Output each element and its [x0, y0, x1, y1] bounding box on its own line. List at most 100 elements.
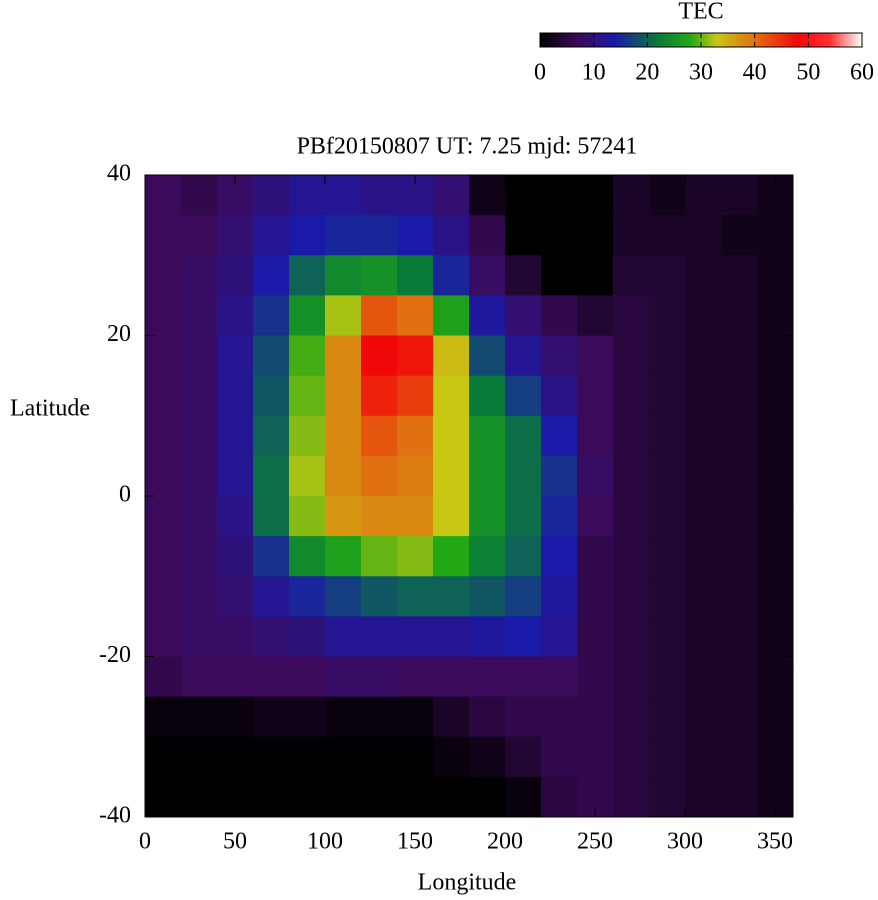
heat-cell	[577, 616, 614, 657]
heat-cell	[145, 255, 182, 296]
heat-cell	[289, 496, 326, 537]
y-tick-label: 0	[119, 482, 131, 508]
heat-cell	[541, 175, 578, 216]
heat-cell	[541, 415, 578, 457]
heat-cell	[649, 375, 686, 417]
heat-cell	[289, 215, 326, 256]
heat-cell	[289, 696, 326, 738]
heat-cell	[757, 736, 794, 778]
heat-cell	[613, 335, 650, 377]
heat-cell	[253, 656, 290, 698]
heat-cell	[433, 375, 470, 417]
heat-cell	[721, 776, 758, 818]
heat-cell	[253, 255, 290, 296]
heat-cell	[397, 415, 434, 457]
heat-cell	[757, 536, 794, 577]
heat-cell	[289, 375, 326, 417]
heat-cell	[217, 215, 254, 256]
heat-cell	[541, 616, 578, 657]
heat-cell	[649, 576, 686, 617]
heat-cell	[541, 496, 578, 537]
heat-cell	[577, 415, 614, 457]
heat-cell	[397, 656, 434, 698]
heat-cell	[325, 736, 362, 778]
x-tick-label: 100	[307, 829, 343, 855]
heat-cell	[757, 656, 794, 698]
heat-cell	[649, 295, 686, 336]
heat-cell	[217, 496, 254, 537]
heat-cell	[181, 736, 218, 778]
heat-cell	[649, 696, 686, 738]
heat-cell	[181, 696, 218, 738]
heat-cell	[289, 335, 326, 377]
heat-cell	[469, 496, 506, 537]
heat-cell	[721, 696, 758, 738]
x-tick-label: 350	[757, 829, 793, 855]
heat-cell	[325, 656, 362, 698]
heat-cell	[433, 496, 470, 537]
heat-cell	[613, 255, 650, 296]
heat-cell	[325, 696, 362, 738]
heat-cell	[505, 255, 542, 296]
heat-cell	[685, 295, 722, 336]
heat-cell	[217, 576, 254, 617]
heat-cell	[145, 335, 182, 377]
heat-cell	[433, 295, 470, 336]
heat-cell	[325, 335, 362, 377]
heat-cell	[541, 656, 578, 698]
heat-cell	[433, 736, 470, 778]
heat-cell	[145, 616, 182, 657]
heat-cell	[577, 656, 614, 698]
heat-cell	[541, 455, 578, 497]
heat-cell	[613, 215, 650, 256]
heat-cell	[757, 496, 794, 537]
heat-cell	[577, 496, 614, 537]
heat-cell	[721, 375, 758, 417]
heat-cell	[469, 616, 506, 657]
heat-cell	[361, 375, 398, 417]
heat-cell	[145, 776, 182, 818]
heat-cell	[145, 415, 182, 457]
heat-cell	[685, 656, 722, 698]
heat-cell	[217, 255, 254, 296]
heat-cell	[289, 255, 326, 296]
heat-cell	[721, 656, 758, 698]
heat-cell	[181, 455, 218, 497]
heat-cell	[145, 656, 182, 698]
y-tick-label: -20	[99, 642, 131, 668]
heat-cell	[721, 255, 758, 296]
heat-cell	[685, 255, 722, 296]
heat-cell	[469, 656, 506, 698]
heat-cell	[541, 736, 578, 778]
heat-cell	[325, 776, 362, 818]
heat-cell	[469, 455, 506, 497]
colorbar-tick-label: 10	[582, 60, 606, 86]
heat-cell	[253, 415, 290, 457]
heat-cell	[325, 536, 362, 577]
heat-cell	[649, 496, 686, 537]
heat-cell	[181, 255, 218, 296]
heat-cell	[685, 415, 722, 457]
heat-cell	[613, 415, 650, 457]
heat-cell	[253, 175, 290, 216]
heat-cell	[325, 215, 362, 256]
heat-cell	[721, 215, 758, 256]
colorbar-label: TEC	[678, 0, 723, 25]
heat-cell	[145, 215, 182, 256]
heat-cell	[145, 696, 182, 738]
heat-cell	[685, 375, 722, 417]
heat-cell	[577, 455, 614, 497]
heat-cell	[253, 736, 290, 778]
heat-cell	[217, 696, 254, 738]
heat-cell	[541, 776, 578, 818]
heat-cell	[649, 455, 686, 497]
heat-cell	[505, 215, 542, 256]
heat-cell	[217, 455, 254, 497]
heat-cell	[253, 335, 290, 377]
heat-cell	[397, 496, 434, 537]
heat-cell	[217, 415, 254, 457]
y-tick-label: 40	[107, 161, 131, 187]
heat-cell	[649, 335, 686, 377]
heat-cell	[469, 776, 506, 818]
heat-cell	[253, 576, 290, 617]
